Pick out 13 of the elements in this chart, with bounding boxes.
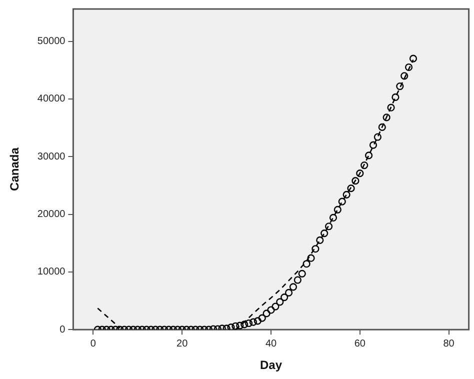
y-tick-label: 0 (60, 324, 66, 336)
x-tick-label: 20 (176, 338, 188, 350)
x-tick-label: 80 (443, 338, 455, 350)
y-axis-title: Canada (8, 147, 22, 191)
x-tick-label: 60 (354, 338, 366, 350)
x-tick-label: 40 (265, 338, 278, 350)
x-axis-title: Day (260, 358, 282, 372)
x-tick-label: 0 (90, 338, 96, 350)
y-tick-label: 10000 (37, 266, 66, 278)
y-tick-label: 30000 (37, 151, 66, 162)
y-tick-label: 40000 (37, 94, 66, 105)
y-tick-label: 50000 (37, 36, 66, 48)
y-tick-label: 20000 (37, 209, 66, 220)
